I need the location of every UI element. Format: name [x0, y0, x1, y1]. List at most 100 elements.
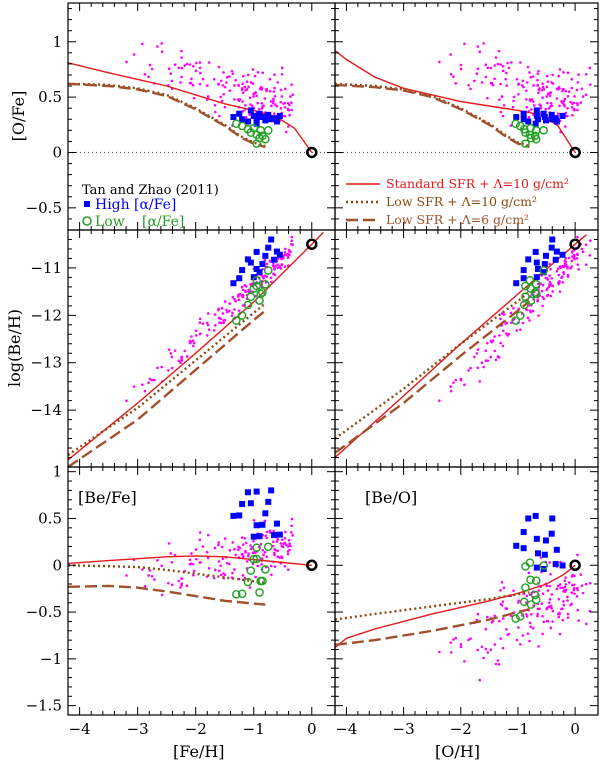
field-star-point [286, 552, 290, 556]
field-star-point [280, 556, 284, 560]
low-alpha-label: [α/Fe] [142, 214, 184, 230]
field-star-point [528, 309, 532, 312]
field-star-point [589, 239, 592, 242]
field-star-point [566, 599, 569, 602]
field-star-point [562, 87, 565, 91]
field-star-point [194, 329, 198, 333]
field-star-point [268, 77, 272, 81]
field-star-point [499, 63, 502, 66]
field-star-point [290, 108, 294, 112]
befe-label: [Be/Fe] [78, 488, 137, 507]
field-star-point [179, 361, 182, 364]
high-alpha-star [532, 248, 539, 255]
ylabel-beh: log(Be/H) [5, 309, 24, 387]
high-alpha-star [533, 564, 540, 571]
field-star-point [589, 581, 592, 585]
field-star-point [269, 276, 273, 280]
field-star-point [192, 341, 196, 345]
low-alpha-star [256, 576, 266, 586]
low-alpha-star [243, 577, 253, 587]
low-alpha-star [515, 121, 525, 131]
field-star-point [205, 321, 209, 325]
field-star-point [537, 589, 541, 592]
field-star-point [272, 540, 275, 544]
field-star-point [132, 53, 136, 56]
field-star-point [236, 548, 240, 552]
high-alpha-star [534, 265, 541, 272]
field-star-point [256, 101, 260, 105]
field-star-point [532, 104, 536, 107]
field-star-point [230, 314, 234, 317]
field-star-point [539, 556, 543, 559]
field-star-point [482, 42, 485, 45]
field-star-point [541, 304, 544, 308]
field-star-point [545, 95, 549, 98]
field-star-point [529, 76, 532, 79]
field-star-point [274, 103, 277, 106]
field-star-point [562, 103, 566, 106]
field-star-point [501, 600, 505, 603]
field-star-point [563, 585, 567, 589]
field-star-point [536, 298, 540, 302]
field-star-point [290, 235, 294, 239]
field-star-point [249, 103, 252, 106]
field-star-point [147, 574, 150, 577]
high-alpha-star [230, 114, 237, 121]
field-star-point [536, 72, 540, 76]
high-alpha-star [553, 248, 560, 255]
field-star-point [536, 84, 540, 87]
low-alpha-star [515, 311, 525, 320]
field-star-point [125, 574, 128, 577]
field-star-point [276, 549, 280, 553]
field-star-point [272, 99, 275, 103]
field-star-point [284, 530, 287, 534]
field-star-point [279, 100, 283, 104]
field-star-point [502, 103, 506, 107]
field-star-point [243, 536, 247, 540]
high-alpha-star [259, 521, 266, 528]
field-star-point [170, 560, 174, 564]
low-alpha-star [531, 576, 541, 586]
field-star-point [449, 651, 453, 654]
field-star-point [528, 593, 532, 596]
field-star-point [201, 322, 205, 325]
field-star-point [558, 86, 561, 90]
x-tick-label: −1 [507, 720, 529, 738]
field-star-point [260, 86, 264, 90]
field-star-point [233, 84, 236, 87]
field-star-point [561, 586, 564, 590]
low-alpha-star [521, 583, 530, 592]
field-star-point [528, 319, 531, 322]
field-star-point [272, 267, 276, 271]
high-alpha-star [265, 111, 272, 118]
low-alpha-star [539, 561, 548, 570]
model-curve-low6 [68, 82, 266, 149]
field-star-point [548, 598, 552, 601]
field-star-point [148, 377, 152, 381]
field-star-point [260, 563, 263, 566]
field-star-point [570, 591, 574, 594]
high-alpha-star [559, 112, 566, 119]
field-star-point [551, 609, 555, 613]
field-star-point [205, 84, 209, 87]
field-star-point [509, 124, 513, 127]
low-alpha-star [256, 126, 266, 135]
field-star-point [541, 614, 544, 618]
field-star-point [273, 73, 276, 77]
field-star-point [260, 101, 263, 105]
field-star-point [546, 287, 549, 291]
high-alpha-star [262, 252, 269, 259]
high-alpha-star [525, 118, 532, 125]
field-star-point [548, 601, 551, 605]
field-star-point [547, 285, 551, 289]
field-star-point [502, 313, 506, 316]
field-star-point [484, 75, 488, 79]
field-star-point [231, 295, 235, 299]
field-star-point [476, 648, 480, 652]
field-star-point [580, 584, 584, 588]
field-star-point [454, 378, 458, 382]
field-star-point [247, 552, 250, 556]
field-star-point [531, 626, 535, 630]
high-alpha-star [244, 489, 251, 496]
